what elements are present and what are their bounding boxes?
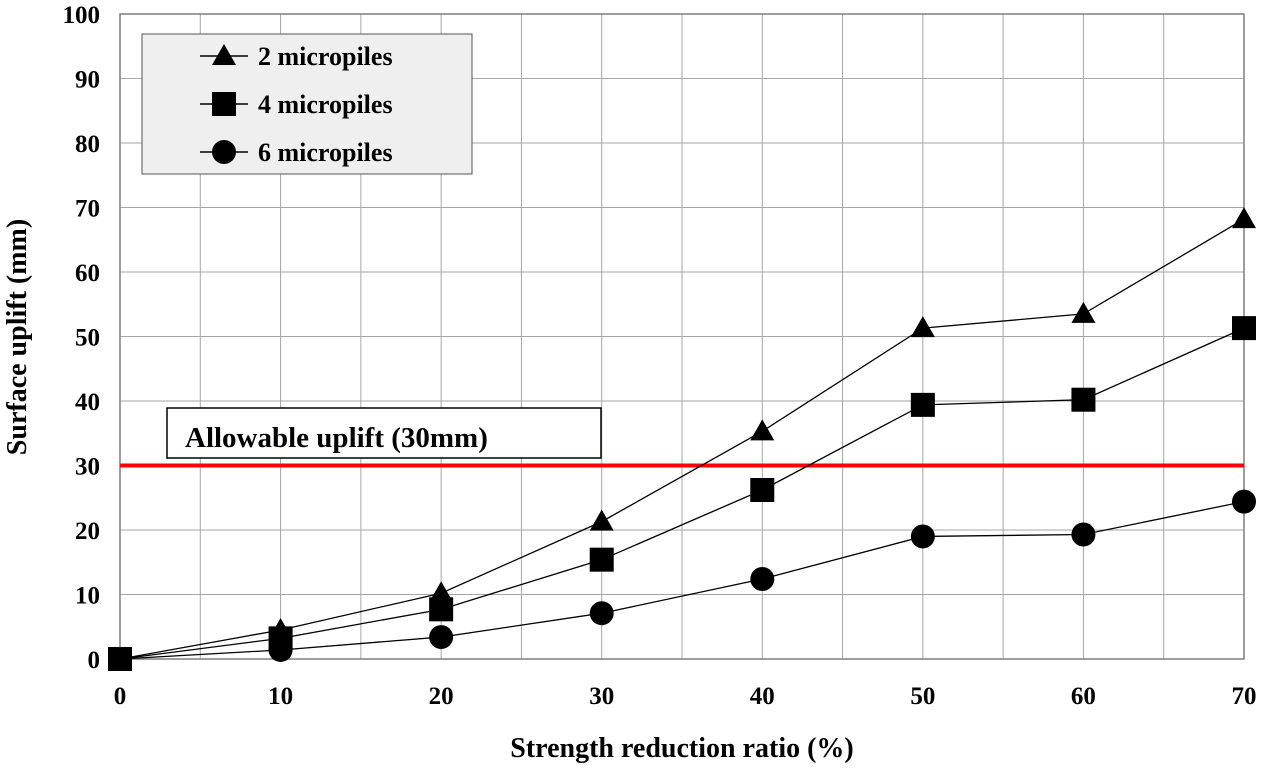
y-tick-label: 30 xyxy=(75,454,100,481)
y-tick-label: 40 xyxy=(75,389,100,416)
data-point xyxy=(429,597,454,622)
y-axis-ticks: 0 10 20 30 40 50 60 70 80 90 100 xyxy=(63,2,101,674)
x-tick-label: 60 xyxy=(1071,683,1096,710)
data-point xyxy=(910,524,935,549)
data-point xyxy=(589,547,614,572)
data-point xyxy=(910,316,935,338)
legend-label: 4 micropiles xyxy=(258,90,393,119)
legend-label: 2 micropiles xyxy=(258,42,393,71)
data-point xyxy=(268,637,293,662)
data-point xyxy=(108,647,132,671)
allowable-uplift-label: Allowable uplift (30mm) xyxy=(185,422,488,454)
y-tick-label: 20 xyxy=(75,518,100,545)
series xyxy=(108,207,1256,671)
series-line xyxy=(119,500,1245,660)
legend: 2 micropiles 4 micropiles 6 micropiles xyxy=(141,33,473,175)
data-point xyxy=(429,625,454,650)
grid xyxy=(119,13,1245,660)
data-point xyxy=(589,601,614,626)
y-tick-label: 60 xyxy=(75,260,100,287)
legend-box xyxy=(141,33,473,175)
allowable-uplift-annotation: Allowable uplift (30mm) xyxy=(166,407,602,459)
x-axis-title: Strength reduction ratio (%) xyxy=(510,733,854,764)
data-point xyxy=(1232,489,1256,514)
legend-entry: 4 micropiles xyxy=(200,90,393,119)
x-tick-label: 40 xyxy=(750,683,775,710)
x-axis-ticks: 0 10 20 30 40 50 60 70 xyxy=(114,683,1257,710)
y-tick-label: 90 xyxy=(75,67,100,94)
y-tick-label: 80 xyxy=(75,131,100,158)
y-tick-label: 10 xyxy=(75,583,100,610)
data-point xyxy=(1232,207,1256,229)
data-point xyxy=(589,509,614,531)
legend-marker xyxy=(212,44,236,65)
legend-entry: 2 micropiles xyxy=(200,42,393,71)
data-point xyxy=(750,478,775,503)
data-point xyxy=(910,392,935,417)
y-tick-label: 0 xyxy=(88,647,101,674)
data-point xyxy=(750,567,775,592)
data-point xyxy=(1071,522,1096,547)
x-tick-label: 0 xyxy=(114,683,127,710)
legend-label: 6 micropiles xyxy=(258,138,393,167)
data-point xyxy=(750,419,775,441)
x-tick-label: 10 xyxy=(268,683,293,710)
x-tick-label: 30 xyxy=(589,683,614,710)
x-tick-label: 70 xyxy=(1232,683,1257,710)
y-tick-label: 70 xyxy=(75,196,100,223)
data-point xyxy=(429,581,454,603)
series-1 xyxy=(108,207,1256,668)
legend-entry: 6 micropiles xyxy=(200,138,393,167)
legend-marker xyxy=(212,140,236,164)
data-point xyxy=(1071,301,1096,323)
y-tick-label: 100 xyxy=(63,2,101,29)
series-line xyxy=(119,218,1245,660)
x-tick-label: 20 xyxy=(429,683,454,710)
data-point xyxy=(1071,387,1096,412)
series-line xyxy=(119,327,1245,660)
data-point xyxy=(1232,316,1256,341)
y-tick-label: 50 xyxy=(75,325,100,352)
y-axis-title: Surface uplift (mm) xyxy=(2,219,33,455)
series-3 xyxy=(108,489,1256,671)
legend-marker xyxy=(212,92,236,116)
x-tick-label: 50 xyxy=(910,683,935,710)
allowable-uplift-label-box xyxy=(166,407,602,459)
